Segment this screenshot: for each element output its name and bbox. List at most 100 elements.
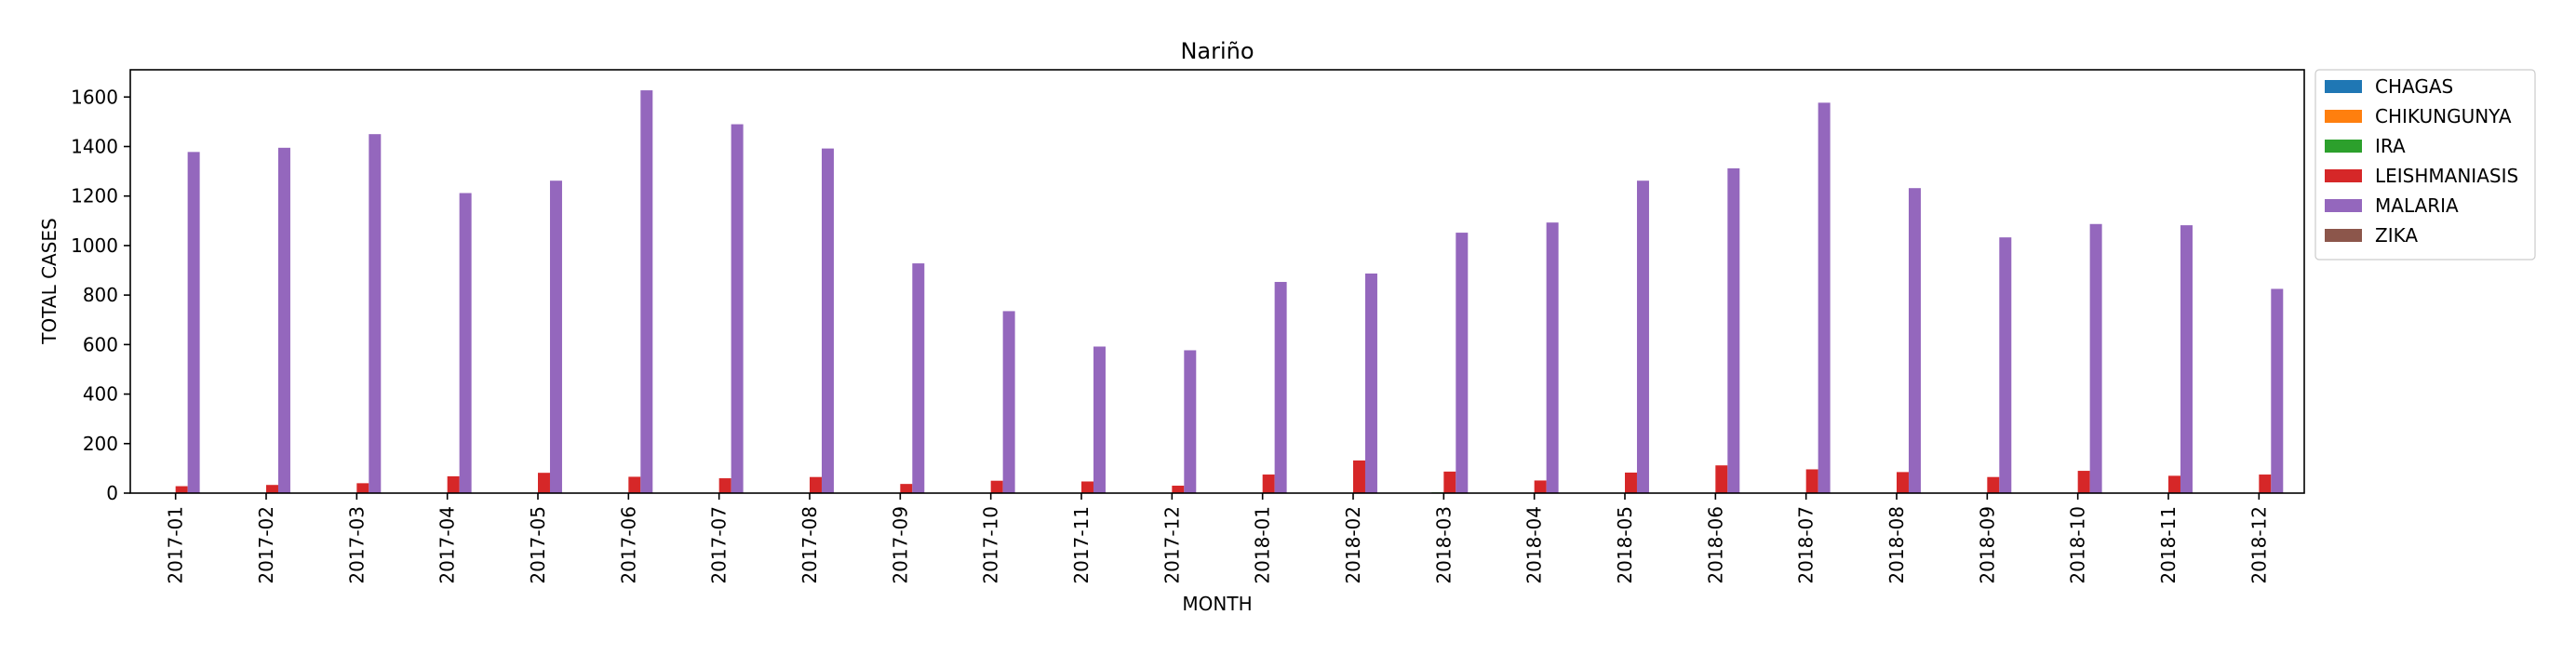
bar-leishmaniasis-2017-04 — [447, 475, 460, 493]
bar-leishmaniasis-2018-01 — [1262, 475, 1275, 493]
bar-malaria-2017-03 — [369, 134, 382, 493]
legend-swatch-zika — [2325, 229, 2362, 242]
bar-leishmaniasis-2017-12 — [1172, 486, 1185, 493]
bar-malaria-2018-06 — [1727, 167, 1740, 493]
bar-malaria-2017-02 — [277, 147, 290, 493]
bar-leishmaniasis-2018-02 — [1353, 460, 1365, 493]
legend-label-malaria: MALARIA — [2375, 194, 2459, 217]
bar-leishmaniasis-2018-12 — [2259, 475, 2272, 493]
bar-malaria-2017-09 — [912, 263, 925, 493]
y-tick-label: 1000 — [71, 234, 118, 257]
y-axis-label: TOTAL CASES — [38, 218, 60, 344]
bar-malaria-2018-07 — [1818, 102, 1831, 493]
bar-leishmaniasis-2017-07 — [718, 478, 731, 493]
bar-leishmaniasis-2018-07 — [1805, 469, 1818, 493]
x-tick-label: 2018-11 — [2157, 506, 2180, 584]
x-tick-label: 2018-07 — [1795, 506, 1818, 584]
y-tick-label: 0 — [106, 482, 118, 504]
legend-swatch-chagas — [2325, 80, 2362, 93]
bar-leishmaniasis-2017-03 — [356, 483, 369, 493]
y-tick-label: 1200 — [71, 185, 118, 207]
y-tick-label: 200 — [83, 433, 118, 455]
chart-title: Nariño — [1180, 38, 1254, 64]
bar-malaria-2018-10 — [2089, 223, 2102, 493]
x-tick-label: 2018-04 — [1523, 506, 1546, 584]
bar-malaria-2017-11 — [1093, 346, 1106, 493]
x-tick-label: 2018-03 — [1432, 506, 1455, 584]
bar-leishmaniasis-2018-05 — [1625, 472, 1637, 493]
x-tick-label: 2017-06 — [617, 506, 639, 584]
bar-leishmaniasis-2017-10 — [990, 480, 1003, 493]
y-tick-label: 1600 — [71, 86, 118, 108]
bar-malaria-2018-04 — [1546, 222, 1559, 494]
bar-malaria-2017-12 — [1184, 350, 1197, 493]
legend-swatch-leishmaniasis — [2325, 169, 2362, 182]
x-axis-label: MONTH — [1182, 593, 1252, 615]
bar-leishmaniasis-2017-06 — [628, 476, 641, 493]
bar-leishmaniasis-2017-11 — [1081, 481, 1093, 493]
x-tick-label: 2018-05 — [1614, 506, 1636, 584]
x-tick-label: 2018-01 — [1252, 506, 1274, 584]
bar-leishmaniasis-2018-04 — [1534, 480, 1547, 493]
x-tick-label: 2018-10 — [2067, 506, 2089, 584]
x-tick-label: 2017-03 — [345, 506, 368, 584]
x-tick-label: 2018-09 — [1976, 506, 1998, 584]
bar-malaria-2018-05 — [1636, 180, 1649, 493]
bars — [175, 90, 2284, 494]
bar-leishmaniasis-2017-09 — [900, 484, 913, 493]
bar-malaria-2018-09 — [1999, 237, 2012, 493]
x-tick-label: 2017-11 — [1070, 506, 1093, 584]
plot-frame — [129, 69, 2305, 494]
bar-malaria-2018-11 — [2180, 225, 2193, 493]
x-axis: 2017-01 2017-02 2017-03 2017-04 2017-05 2017-… — [165, 493, 2270, 584]
bar-malaria-2017-08 — [821, 148, 834, 494]
bar-malaria-2017-04 — [459, 193, 472, 493]
bar-leishmaniasis-2017-02 — [266, 485, 278, 493]
bar-malaria-2018-12 — [2271, 288, 2284, 493]
x-tick-label: 2018-12 — [2247, 506, 2270, 584]
legend-swatch-ira — [2325, 140, 2362, 153]
x-tick-label: 2017-07 — [708, 506, 731, 584]
x-tick-label: 2017-05 — [527, 506, 549, 584]
bar-malaria-2017-07 — [731, 124, 744, 494]
bar-malaria-2018-01 — [1274, 282, 1287, 493]
y-tick-label: 800 — [83, 284, 118, 306]
x-tick-label: 2017-10 — [980, 506, 1002, 584]
bar-leishmaniasis-2018-03 — [1443, 471, 1456, 493]
y-tick-label: 400 — [83, 383, 118, 406]
bar-malaria-2017-10 — [1002, 311, 1015, 493]
bar-leishmaniasis-2018-10 — [2077, 471, 2090, 493]
y-tick-label: 1400 — [71, 135, 118, 157]
legend-swatch-malaria — [2325, 199, 2362, 212]
y-axis: 0 200 400 600 800 1000 1200 1400 1600 — [71, 86, 130, 504]
bar-malaria-2018-08 — [1908, 188, 1921, 493]
x-tick-label: 2018-08 — [1885, 506, 1908, 584]
bar-malaria-2017-06 — [640, 90, 653, 493]
legend-label-zika: ZIKA — [2375, 224, 2418, 247]
x-tick-label: 2017-02 — [255, 506, 277, 584]
legend-label-chikungunya: CHIKUNGUNYA — [2375, 105, 2512, 127]
x-tick-label: 2017-12 — [1161, 506, 1183, 584]
legend-label-leishmaniasis: LEISHMANIASIS — [2375, 165, 2518, 187]
bar-leishmaniasis-2018-09 — [1987, 476, 2000, 493]
legend: CHAGAS CHIKUNGUNYA IRA LEISHMANIASIS MALARIA… — [2314, 69, 2536, 261]
x-tick-label: 2018-06 — [1704, 506, 1726, 584]
bar-leishmaniasis-2018-11 — [2168, 475, 2180, 493]
legend-label-chagas: CHAGAS — [2375, 75, 2453, 98]
x-tick-label: 2017-01 — [165, 506, 187, 584]
bar-leishmaniasis-2017-08 — [810, 476, 822, 493]
bar-leishmaniasis-2017-01 — [175, 486, 188, 493]
x-tick-label: 2017-09 — [889, 506, 911, 584]
bar-leishmaniasis-2018-06 — [1715, 465, 1728, 493]
bar-leishmaniasis-2017-05 — [538, 473, 550, 493]
legend-frame — [2314, 69, 2536, 261]
x-tick-label: 2017-04 — [436, 506, 459, 584]
legend-label-ira: IRA — [2375, 135, 2406, 157]
legend-swatch-chikungunya — [2325, 110, 2362, 123]
bar-malaria-2018-02 — [1364, 273, 1377, 493]
y-tick-label: 600 — [83, 333, 118, 355]
bar-malaria-2018-03 — [1456, 233, 1469, 493]
x-tick-label: 2017-08 — [798, 506, 821, 584]
bar-leishmaniasis-2018-08 — [1897, 472, 1909, 493]
